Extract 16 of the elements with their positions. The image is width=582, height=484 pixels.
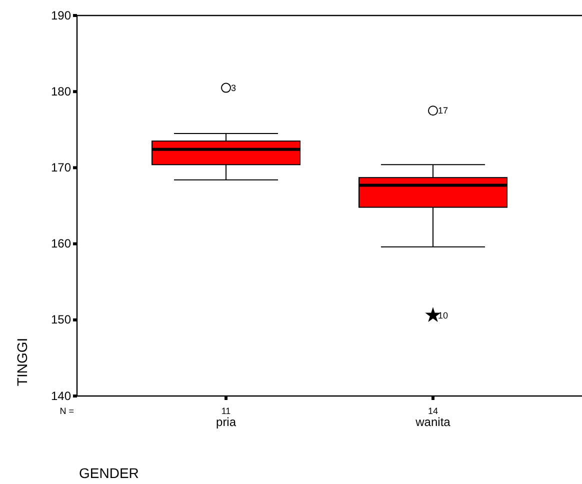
y-axis-title: TINGGI (14, 338, 30, 386)
y-tick-label: 190 (50, 8, 72, 22)
y-tick-label: 160 (50, 236, 72, 251)
text: 14 (428, 406, 438, 416)
y-tick-label: 140 (50, 388, 72, 403)
x-axis-title: GENDER (79, 465, 139, 481)
x-tick-label: pria (216, 414, 236, 429)
x-tick-label: wanita (414, 414, 451, 429)
y-tick-label: 180 (50, 84, 72, 98)
annotation: 17 (438, 106, 448, 116)
annotation: 3 (231, 82, 236, 93)
annotation: 10 (438, 310, 448, 320)
text: N = (60, 406, 74, 416)
y-tick-label: 170 (50, 160, 72, 175)
text: 11 (221, 406, 231, 416)
y-tick-label: 150 (50, 312, 72, 327)
